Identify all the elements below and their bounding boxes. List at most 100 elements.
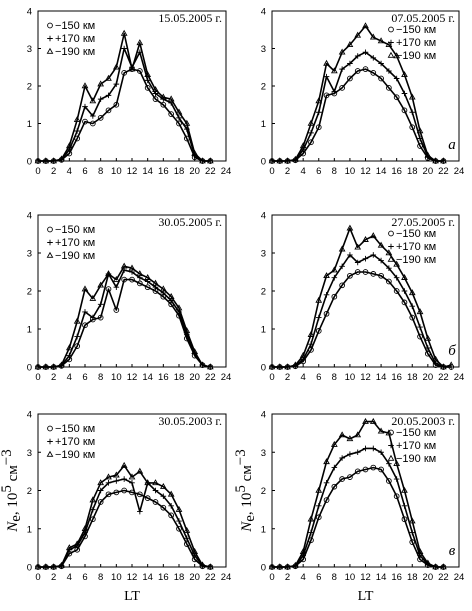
data-point <box>401 288 408 294</box>
data-point <box>339 263 345 270</box>
data-point <box>183 119 191 126</box>
data-point <box>409 314 416 321</box>
x-tick-label: 8 <box>332 572 337 583</box>
data-point <box>378 449 384 456</box>
data-point <box>393 75 400 82</box>
data-point <box>370 464 377 471</box>
x-tick-label: 22 <box>438 166 449 177</box>
data-point <box>338 431 346 438</box>
data-point <box>160 101 167 108</box>
data-point <box>315 514 322 521</box>
data-point <box>354 259 361 266</box>
data-point <box>323 480 330 486</box>
data-point <box>176 518 182 524</box>
data-point <box>354 431 362 438</box>
data-point <box>299 547 307 554</box>
data-point <box>424 559 432 566</box>
x-tick-label: 24 <box>454 572 465 583</box>
data-point <box>168 512 175 519</box>
legend-marker <box>387 255 395 262</box>
data-point <box>369 417 377 424</box>
data-point <box>339 66 345 72</box>
x-tick-label: 0 <box>269 372 274 383</box>
legend-label: −150 км <box>396 24 436 36</box>
legend-marker <box>47 226 53 233</box>
x-tick-label: 2 <box>51 372 56 383</box>
legend-marker <box>388 429 394 436</box>
data-point <box>167 95 175 102</box>
x-tick-label: 12 <box>360 166 371 177</box>
y-tick-label: 3 <box>261 448 266 459</box>
data-point <box>362 66 369 72</box>
legend-marker <box>388 230 394 237</box>
x-tick-label: 4 <box>67 372 72 383</box>
data-point <box>416 127 424 134</box>
data-point <box>276 563 284 570</box>
data-point <box>354 68 361 74</box>
data-point <box>424 334 432 341</box>
data-point <box>120 29 128 36</box>
data-point <box>58 155 65 162</box>
x-tick-label: 6 <box>82 572 87 583</box>
data-point <box>97 314 104 321</box>
data-point <box>362 466 369 473</box>
data-point <box>362 22 369 29</box>
data-point <box>191 348 199 355</box>
y-axis-label: Ne, 105 см−3 <box>233 449 258 533</box>
x-tick-label: 10 <box>111 572 122 583</box>
data-point <box>354 269 361 275</box>
data-point <box>159 93 167 100</box>
x-tick-label: 6 <box>82 166 87 177</box>
x-tick-label: 10 <box>111 372 122 383</box>
legend-marker <box>46 47 54 54</box>
data-point <box>90 314 96 321</box>
data-point <box>121 276 128 283</box>
data-point <box>128 473 136 480</box>
legend-marker <box>388 39 394 46</box>
data-point <box>113 489 120 496</box>
x-tick-label: 0 <box>35 166 40 177</box>
data-point <box>89 120 96 127</box>
data-point <box>346 41 354 47</box>
x-tick-label: 22 <box>205 572 216 583</box>
legend-label: +170 км <box>396 440 436 452</box>
y-tick-label: 3 <box>261 249 266 260</box>
data-point <box>268 157 276 164</box>
x-tick-label: 24 <box>454 372 465 383</box>
legend-label: −190 км <box>396 453 436 465</box>
data-point <box>184 535 190 542</box>
data-point <box>362 269 369 275</box>
y-tick-label: 3 <box>27 249 32 260</box>
y-tick-label: 0 <box>261 563 266 574</box>
data-point <box>330 266 338 273</box>
x-tick-label: 14 <box>142 572 153 583</box>
data-point <box>50 563 58 570</box>
data-point <box>144 479 152 486</box>
data-point <box>432 157 439 164</box>
series-triangle <box>34 262 214 370</box>
data-point <box>315 486 323 493</box>
legend-label: −190 км <box>396 254 436 266</box>
data-point <box>175 108 183 115</box>
x-tick-label: 8 <box>98 372 103 383</box>
data-point <box>137 508 143 515</box>
data-point <box>440 563 447 570</box>
data-point <box>409 529 416 536</box>
x-tick-label: 16 <box>391 372 402 383</box>
y-tick-label: 4 <box>261 7 266 18</box>
data-point <box>66 352 73 359</box>
data-point <box>136 491 143 498</box>
data-point <box>347 451 353 457</box>
data-point <box>136 270 144 277</box>
data-point <box>113 101 120 108</box>
data-point <box>89 496 97 503</box>
data-point <box>34 363 42 370</box>
data-point <box>65 142 73 149</box>
x-tick-label: 16 <box>391 166 402 177</box>
x-axis-label: LT <box>124 589 140 604</box>
data-point <box>323 272 330 279</box>
data-point <box>362 49 369 56</box>
data-point <box>42 363 50 370</box>
x-tick-label: 0 <box>35 572 40 583</box>
